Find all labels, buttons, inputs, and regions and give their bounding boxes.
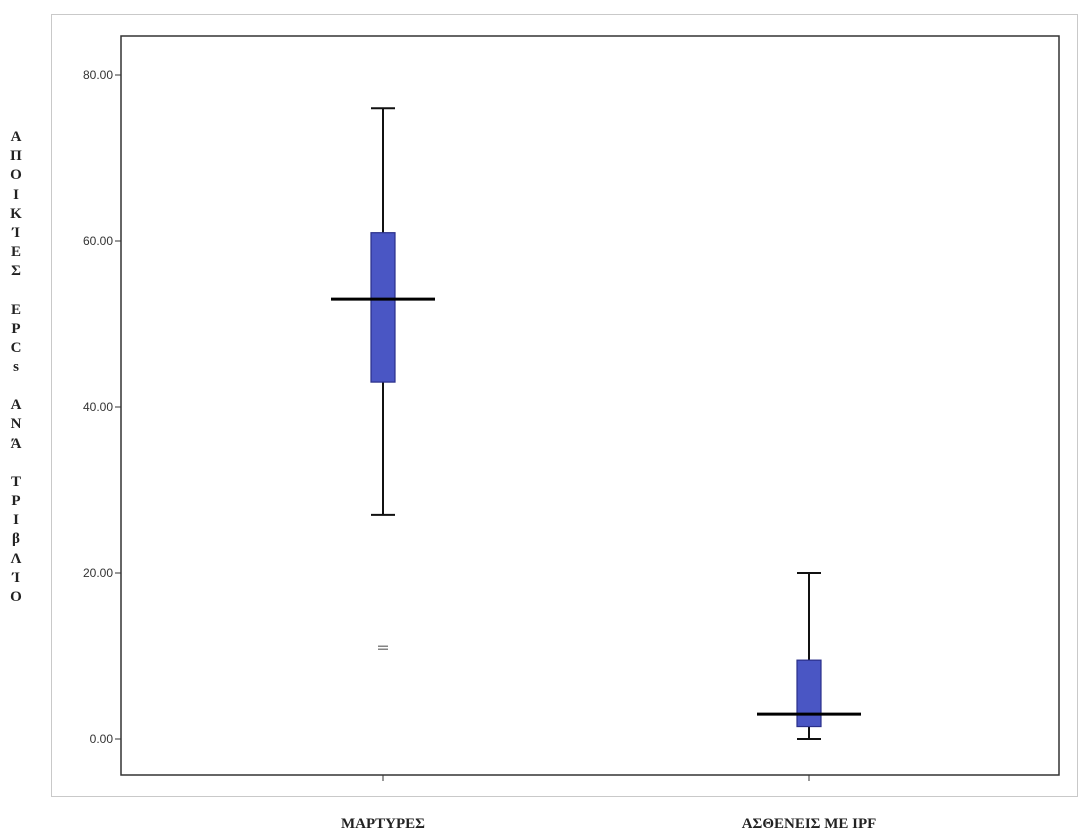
y-label-letter: Ά <box>10 435 22 452</box>
y-label-letter: Ί <box>12 569 20 586</box>
y-label-letter: Α <box>10 397 22 414</box>
y-label-letter: Κ <box>10 205 22 222</box>
y-label-letter: Ν <box>10 416 22 433</box>
y-tick-label: 20.00 <box>83 566 113 580</box>
y-label-letter: Ρ <box>11 320 21 337</box>
y-tick-label: 60.00 <box>83 234 113 248</box>
y-label-letter: Λ <box>10 550 22 567</box>
x-category-label: ΑΣΘΕΝΕΙΣ ΜΕ IPF <box>742 816 877 832</box>
box-group <box>331 107 435 650</box>
y-label-letter: Ι <box>13 186 19 203</box>
figure-frame <box>51 14 1078 797</box>
y-label-letter: Ί <box>12 224 20 241</box>
y-label-letter: Ο <box>10 167 22 184</box>
y-label-letter: Ο <box>10 588 22 605</box>
y-tick-label: 40.00 <box>83 400 113 414</box>
box-iqr <box>370 232 396 383</box>
y-label-letter: Α <box>10 129 22 145</box>
y-label-letter: Τ <box>10 473 21 490</box>
y-label-letter: C <box>10 339 22 356</box>
y-label-letter: Ρ <box>11 493 21 509</box>
x-axis: ΜΑΡΤΥΡΕΣ ΑΣΘΕΝΕΙΣ ΜΕ IPF <box>341 775 876 832</box>
y-label-letter: Π <box>10 148 22 165</box>
y-label-letter: Ε <box>10 301 21 318</box>
y-label-letter: Ε <box>10 244 21 261</box>
y-tick-label: 0.00 <box>90 732 114 746</box>
y-label-letter: s <box>13 359 19 376</box>
y-tick-label: 80.00 <box>83 68 113 82</box>
x-category-label: ΜΑΡΤΥΡΕΣ <box>341 816 425 832</box>
y-label-letter: β <box>12 531 20 548</box>
boxes <box>331 107 861 740</box>
box-iqr <box>796 659 822 728</box>
plot-area <box>120 35 1060 776</box>
y-axis: 0.00 20.00 40.00 60.00 80.00 <box>83 68 121 746</box>
box-group <box>757 572 861 740</box>
y-label-letter: Σ <box>11 263 21 280</box>
y-label-letter: Ι <box>13 512 19 529</box>
